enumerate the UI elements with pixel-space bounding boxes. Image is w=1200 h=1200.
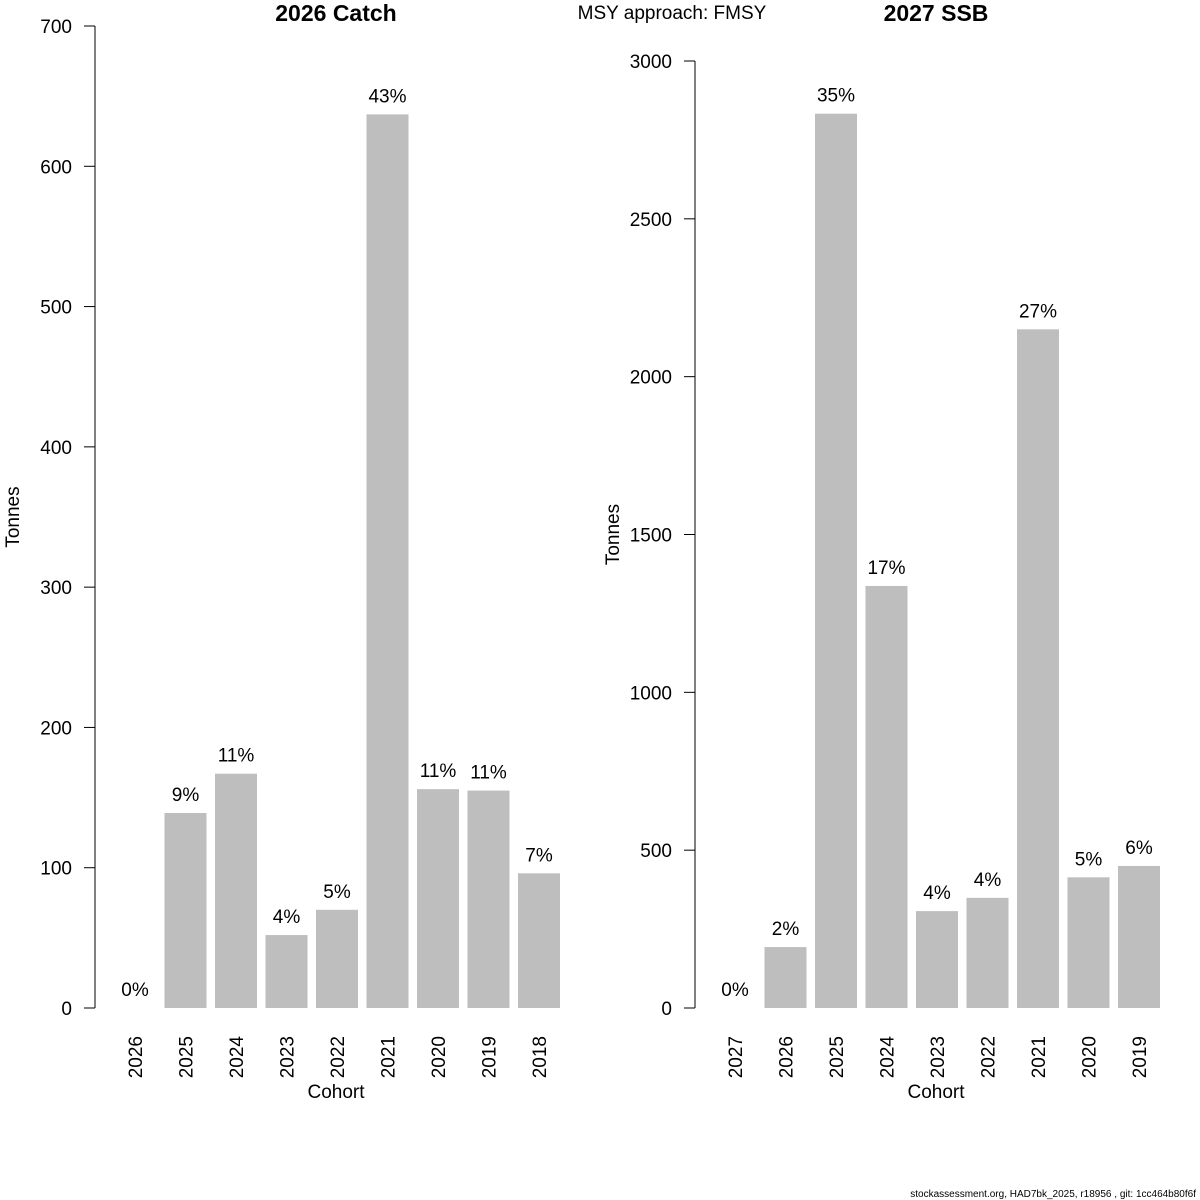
bar [966, 897, 1009, 1008]
x-category-label: 2025 [177, 1036, 198, 1078]
bar [815, 113, 857, 1009]
bar [215, 773, 257, 1008]
bar-data-label: 2% [772, 919, 800, 940]
bar [316, 909, 358, 1008]
bar-data-label: 27% [1019, 301, 1057, 322]
x-category-label: 2021 [379, 1036, 400, 1078]
figure-supertitle: MSY approach: FMSY [578, 3, 767, 24]
bar-data-label: 0% [121, 980, 149, 1001]
bar-data-label: 0% [721, 980, 749, 1001]
footer-text: stockassessment.org, HAD7bk_2025, r18956… [910, 1189, 1196, 1200]
bar-data-label: 11% [218, 746, 255, 767]
bar [467, 790, 510, 1008]
y-tick-label: 700 [40, 17, 72, 38]
y-tick-label: 0 [61, 999, 72, 1020]
y-tick-label: 500 [40, 298, 72, 319]
x-axis-label: Cohort [907, 1082, 965, 1103]
bar-data-label: 35% [817, 86, 855, 107]
x-category-label: 2019 [1130, 1036, 1151, 1078]
x-category-label: 2020 [1080, 1036, 1101, 1078]
x-category-label: 2024 [227, 1036, 248, 1079]
y-tick-label: 200 [40, 718, 72, 739]
bar [764, 947, 807, 1008]
bar [865, 585, 908, 1008]
bar-data-label: 17% [867, 558, 905, 579]
bar [1067, 877, 1110, 1008]
chart-title: 2027 SSB [884, 0, 989, 26]
bar-data-label: 7% [525, 845, 553, 866]
chart-title: 2026 Catch [275, 0, 396, 26]
y-tick-label: 500 [640, 841, 672, 862]
bar-data-label: 5% [1075, 849, 1103, 870]
x-category-label: 2021 [1029, 1036, 1050, 1078]
y-tick-label: 2500 [630, 210, 672, 231]
bar [164, 813, 207, 1008]
bar-data-label: 11% [420, 761, 457, 782]
bar-data-label: 5% [323, 882, 351, 903]
x-category-label: 2022 [979, 1036, 1000, 1078]
x-category-label: 2024 [878, 1036, 899, 1079]
x-category-label: 2026 [777, 1036, 798, 1078]
y-tick-label: 1500 [630, 526, 672, 547]
x-category-label: 2023 [928, 1036, 949, 1078]
bar [916, 911, 958, 1008]
bar-data-label: 4% [974, 870, 1002, 891]
bar [265, 935, 308, 1008]
y-tick-label: 2000 [630, 368, 672, 389]
x-category-label: 2025 [827, 1036, 848, 1078]
catch-chart-panel: 2026 Catch 0 100 200 300 400 500 600 700 Tonnes 0%… [3, 0, 560, 1103]
y-tick-label: 3000 [630, 52, 672, 73]
x-axis-label: Cohort [307, 1082, 365, 1103]
y-tick-label: 1000 [630, 683, 672, 704]
y-tick-label: 100 [40, 859, 72, 880]
bar [417, 789, 459, 1008]
x-category-label: 2019 [480, 1036, 501, 1078]
bar [518, 873, 560, 1008]
y-tick-label: 300 [40, 578, 72, 599]
y-axis-label: Tonnes [603, 504, 624, 565]
x-category-label: 2018 [530, 1036, 551, 1078]
bar [1017, 329, 1059, 1009]
bar-data-label: 9% [172, 785, 200, 806]
x-category-label: 2026 [126, 1036, 147, 1078]
y-tick-label: 400 [40, 438, 72, 459]
y-tick-label: 0 [661, 999, 672, 1020]
x-category-label: 2022 [328, 1036, 349, 1078]
bar-data-label: 43% [368, 86, 406, 107]
bar [1118, 865, 1160, 1008]
x-category-label: 2023 [278, 1036, 299, 1078]
bar-data-label: 11% [470, 763, 507, 784]
ssb-chart-panel: 2027 SSB 0 500 1000 1500 2000 2500 3000 Tonnes 0%… [603, 0, 1160, 1103]
bar-data-label: 4% [273, 907, 301, 928]
x-category-label: 2027 [726, 1036, 747, 1078]
x-category-label: 2020 [429, 1036, 450, 1078]
bar [366, 114, 409, 1008]
y-tick-label: 600 [40, 157, 72, 178]
bar-data-label: 6% [1125, 838, 1153, 859]
y-axis-label: Tonnes [3, 486, 24, 547]
bar-data-label: 4% [923, 883, 951, 904]
